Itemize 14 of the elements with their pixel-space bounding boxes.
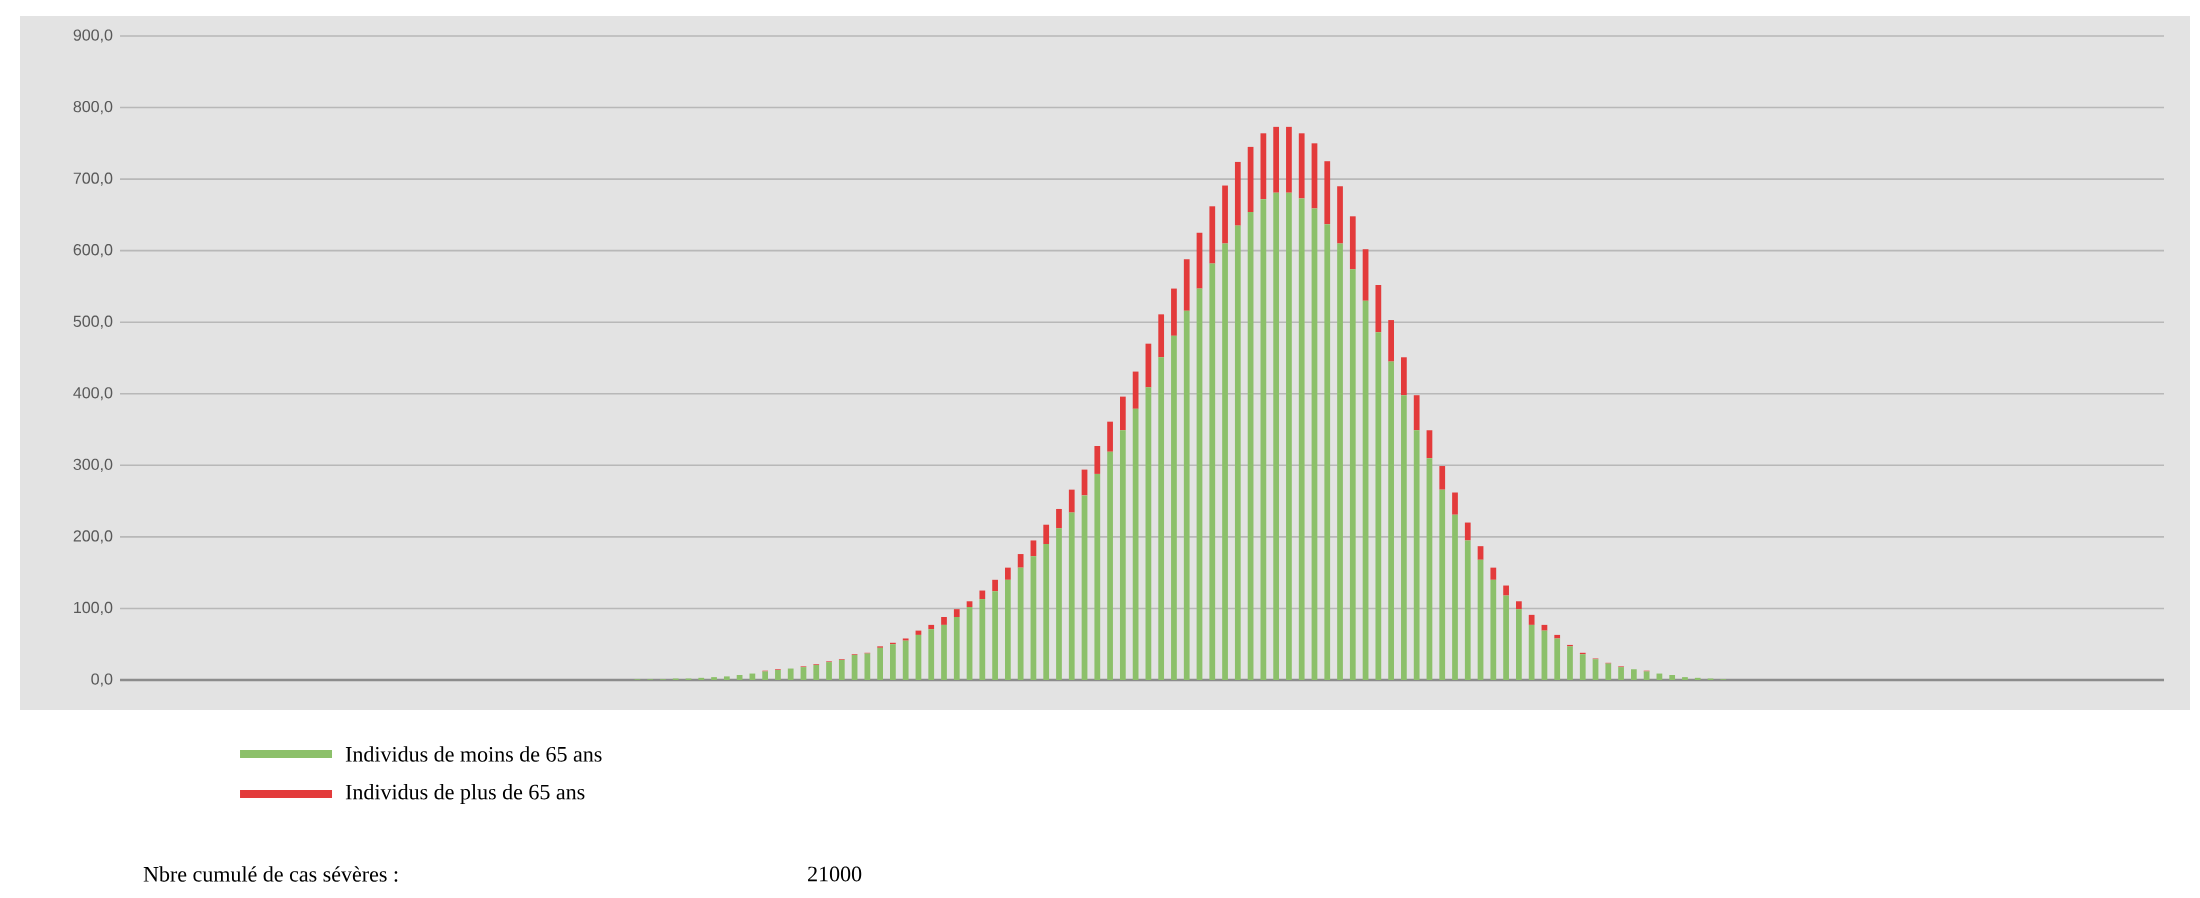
text: 21000	[808, 866, 862, 882]
legend-label: Individus de plus de 65 ans	[345, 784, 585, 804]
y-tick-label: 100,0	[74, 601, 113, 616]
y-tick-label: 700,0	[73, 172, 113, 186]
y-tick-label: 200,0	[73, 530, 113, 544]
y-tick-label: 600,0	[73, 244, 113, 258]
y-tick-label: 0,0	[91, 673, 113, 687]
text: Nbre cumulé de cas sévères :	[143, 866, 398, 882]
y-tick-label: 400,0	[73, 387, 113, 401]
y-tick-label: 900,0	[73, 29, 113, 43]
y-tick-label: 500,0	[73, 315, 113, 329]
y-tick-label: 800,0	[73, 100, 113, 115]
legend-label: Individus de moins de 65 ans	[345, 746, 602, 762]
y-tick-label: 300,0	[73, 458, 113, 472]
